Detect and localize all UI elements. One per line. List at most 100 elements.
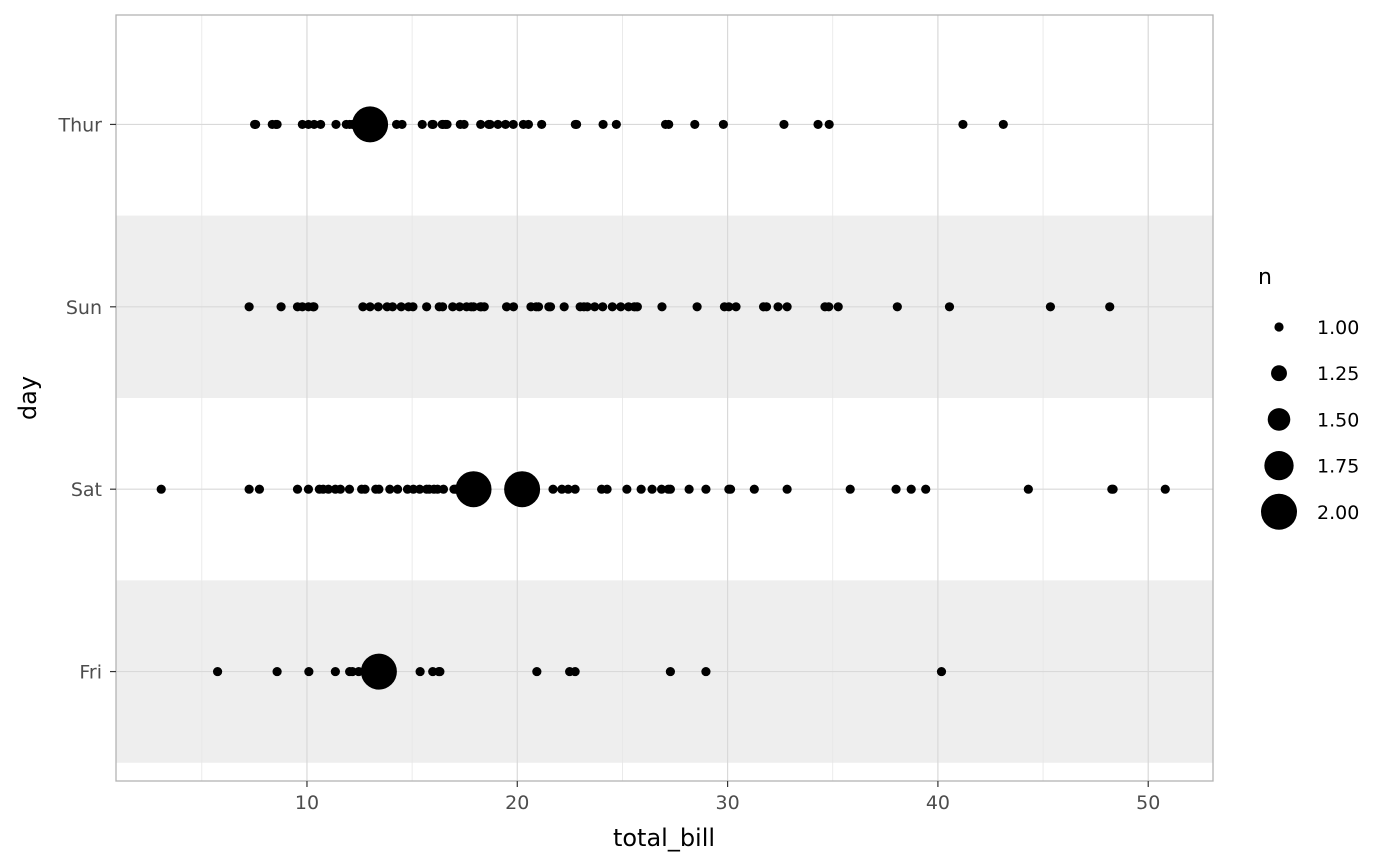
y-tick-label: Fri: [79, 662, 102, 684]
data-point-sat: [906, 484, 916, 494]
data-point-sat: [725, 484, 736, 494]
data-point-sat: [570, 484, 580, 494]
data-point-sun: [724, 302, 734, 312]
data-point-sat: [647, 484, 657, 494]
data-point-sat: [393, 484, 403, 494]
data-point-sat: [1108, 484, 1118, 494]
panel-border: [115, 14, 1214, 782]
data-point-thur: [352, 106, 389, 143]
x-axis-ticks: 10 20 30 40 50: [295, 781, 1160, 814]
data-point-sat: [665, 484, 675, 494]
y-axis-ticks: Fri Sat Sun Thur: [57, 114, 116, 684]
data-point-fri: [212, 666, 223, 677]
data-point-thur: [958, 119, 968, 130]
data-point-thur: [718, 119, 728, 130]
data-point-sun: [892, 302, 902, 312]
data-point-sun: [607, 302, 617, 312]
data-point-sat: [477, 484, 488, 494]
data-point-sat: [292, 484, 303, 494]
x-tick-label: 20: [505, 792, 529, 814]
data-point-sun: [276, 302, 286, 312]
data-point-fri: [354, 666, 364, 677]
data-point-thur: [500, 119, 511, 130]
legend-items: 1.00 1.25 1.50 1.75 2.00: [1261, 317, 1359, 530]
data-point-thur: [664, 119, 674, 130]
data-point-sat: [557, 484, 567, 494]
data-point-sat: [360, 484, 370, 494]
data-point-sun: [731, 302, 741, 312]
data-point-thur: [824, 119, 834, 130]
data-point-sun: [616, 302, 626, 312]
legend-key: [1271, 365, 1287, 382]
legend-label: 1.50: [1317, 409, 1359, 431]
data-point-sun: [501, 302, 512, 312]
legend-title: n: [1258, 265, 1272, 290]
data-point-sat: [156, 484, 166, 494]
data-point-fri: [415, 666, 425, 677]
data-point-fri: [304, 666, 314, 677]
data-point-sat: [1023, 484, 1033, 494]
data-point-thur: [493, 119, 503, 130]
data-point-sun: [309, 302, 319, 312]
data-point-sat: [504, 471, 541, 508]
data-point-sun: [782, 302, 792, 312]
y-axis-title: day: [14, 376, 42, 420]
data-point-thur: [508, 119, 518, 130]
data-point-fri: [665, 666, 675, 677]
data-point-sat: [374, 484, 384, 494]
legend-key: [1264, 450, 1294, 481]
data-point-sat: [335, 484, 346, 494]
data-point-sun: [373, 302, 383, 312]
data-point-sat: [244, 484, 254, 494]
data-point-sat: [749, 484, 759, 494]
data-point-sun: [559, 302, 569, 312]
data-point-sat: [415, 484, 425, 494]
data-point-thur: [251, 119, 261, 130]
data-point-sun: [365, 302, 375, 312]
data-point-sun: [244, 302, 254, 312]
data-point-sat: [563, 484, 573, 494]
data-point-sat: [845, 484, 855, 494]
data-point-sat: [438, 484, 449, 494]
data-point-sat: [323, 484, 334, 494]
data-point-sun: [408, 302, 418, 312]
legend-label: 2.00: [1317, 502, 1359, 524]
data-point-thur: [571, 119, 582, 130]
data-point-sun: [657, 302, 667, 312]
data-point-sat: [782, 484, 792, 494]
legend-key: [1261, 493, 1297, 530]
data-point-fri: [701, 666, 711, 677]
data-point-sun: [387, 302, 398, 312]
data-point-sat: [548, 484, 558, 494]
data-point-sun: [598, 302, 608, 312]
data-point-sun: [590, 302, 600, 312]
data-point-sun: [422, 302, 432, 312]
data-point-sun: [632, 302, 642, 312]
data-point-thur: [537, 119, 547, 130]
data-point-thur: [397, 119, 407, 130]
data-point-thur: [779, 119, 789, 130]
data-point-thur: [598, 119, 608, 130]
data-point-sun: [396, 302, 406, 312]
data-point-sun: [438, 302, 448, 312]
data-point-sat: [602, 484, 612, 494]
data-point-thur: [331, 119, 341, 130]
data-point-thur: [316, 119, 326, 130]
data-point-sat: [891, 484, 901, 494]
data-point-fri: [360, 653, 397, 690]
data-point-thur: [417, 119, 427, 130]
data-point-sat: [921, 484, 931, 494]
data-point-thur: [476, 119, 486, 130]
data-point-sun: [692, 302, 702, 312]
data-point-fri: [272, 666, 282, 677]
data-point-sun: [773, 302, 783, 312]
data-points: [156, 106, 1170, 690]
data-point-thur: [428, 119, 438, 130]
data-point-sat: [1160, 484, 1170, 494]
data-point-sun: [448, 302, 458, 312]
data-point-thur: [485, 119, 495, 130]
data-point-sun: [824, 302, 834, 312]
data-point-fri: [347, 666, 357, 677]
x-tick-label: 40: [926, 792, 950, 814]
